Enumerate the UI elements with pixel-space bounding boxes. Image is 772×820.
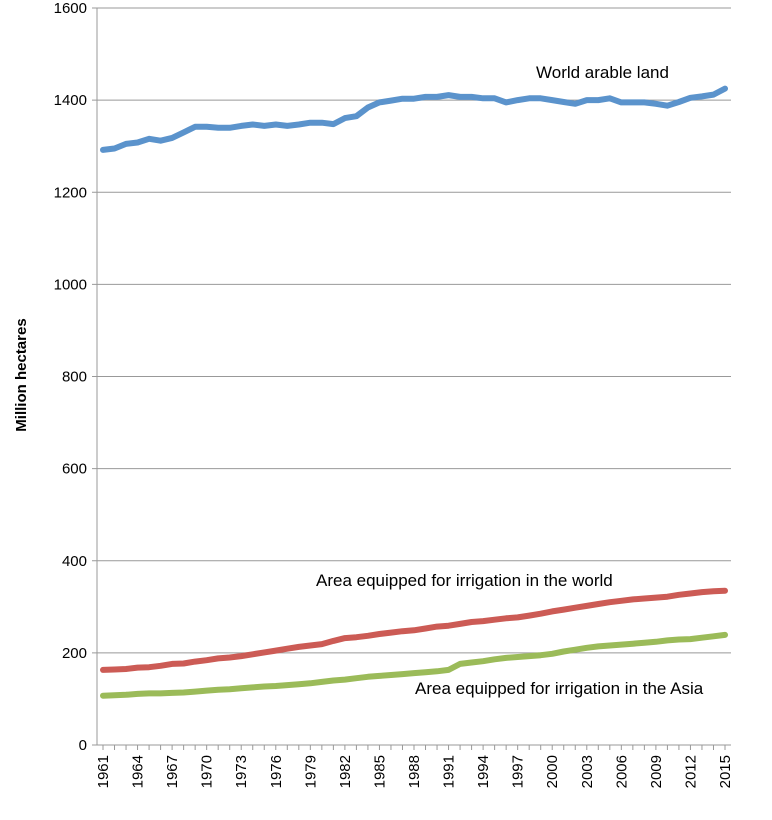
- x-tick-label: 1991: [441, 755, 458, 788]
- series-line-1: [100, 85, 728, 153]
- series-label-3: Area equipped for irrigation in the Asia: [415, 679, 704, 698]
- x-tick-label: 1970: [199, 755, 216, 788]
- series-labels: World arable land Area equipped for irrig…: [316, 63, 704, 698]
- series-line-3: [100, 631, 728, 699]
- y-axis-label: Million hectares: [13, 318, 30, 431]
- x-tick-label: 1988: [406, 755, 423, 788]
- x-tick-label: 2000: [544, 755, 561, 788]
- x-tick-label: 1967: [164, 755, 181, 788]
- x-tick-label: 1961: [95, 755, 112, 788]
- gridlines: [97, 7, 731, 746]
- x-tick-label: 2015: [717, 755, 734, 788]
- y-tick-label: 0: [79, 737, 87, 754]
- y-tick-label: 1600: [54, 0, 87, 17]
- x-tick-label: 1997: [510, 755, 527, 788]
- y-tick-label: 1000: [54, 276, 87, 293]
- y-tick-label: 600: [62, 461, 87, 478]
- x-tick-label: 2009: [648, 755, 665, 788]
- y-tick-label: 800: [62, 369, 87, 386]
- x-tick-label: 1979: [302, 755, 319, 788]
- x-tick-label: 1985: [371, 755, 388, 788]
- x-tick-label: 1976: [268, 755, 285, 788]
- x-axis: 1961 1964 1967 1970 1973 1976 1979 1982 1985 1988…: [95, 744, 734, 788]
- x-tick-label: 2012: [682, 755, 699, 788]
- y-tick-label: 1400: [54, 92, 87, 109]
- series-label-1: World arable land: [536, 63, 669, 82]
- y-axis: 0 200 400 600 800 1000 1200 1400 1600: [54, 0, 98, 754]
- x-tick-label: 2006: [613, 755, 630, 788]
- x-tick-label: 1964: [130, 755, 147, 788]
- x-tick-label: 1973: [233, 755, 250, 788]
- x-tick-label: 1982: [337, 755, 354, 788]
- series-label-2: Area equipped for irrigation in the worl…: [316, 571, 613, 590]
- x-tick-label: 2003: [579, 755, 596, 788]
- x-tick-label: 1994: [475, 755, 492, 788]
- plot-area: [100, 85, 728, 699]
- y-tick-label: 200: [62, 645, 87, 662]
- series-line-2: [100, 587, 728, 673]
- y-tick-label: 400: [62, 553, 87, 570]
- y-tick-label: 1200: [54, 184, 87, 201]
